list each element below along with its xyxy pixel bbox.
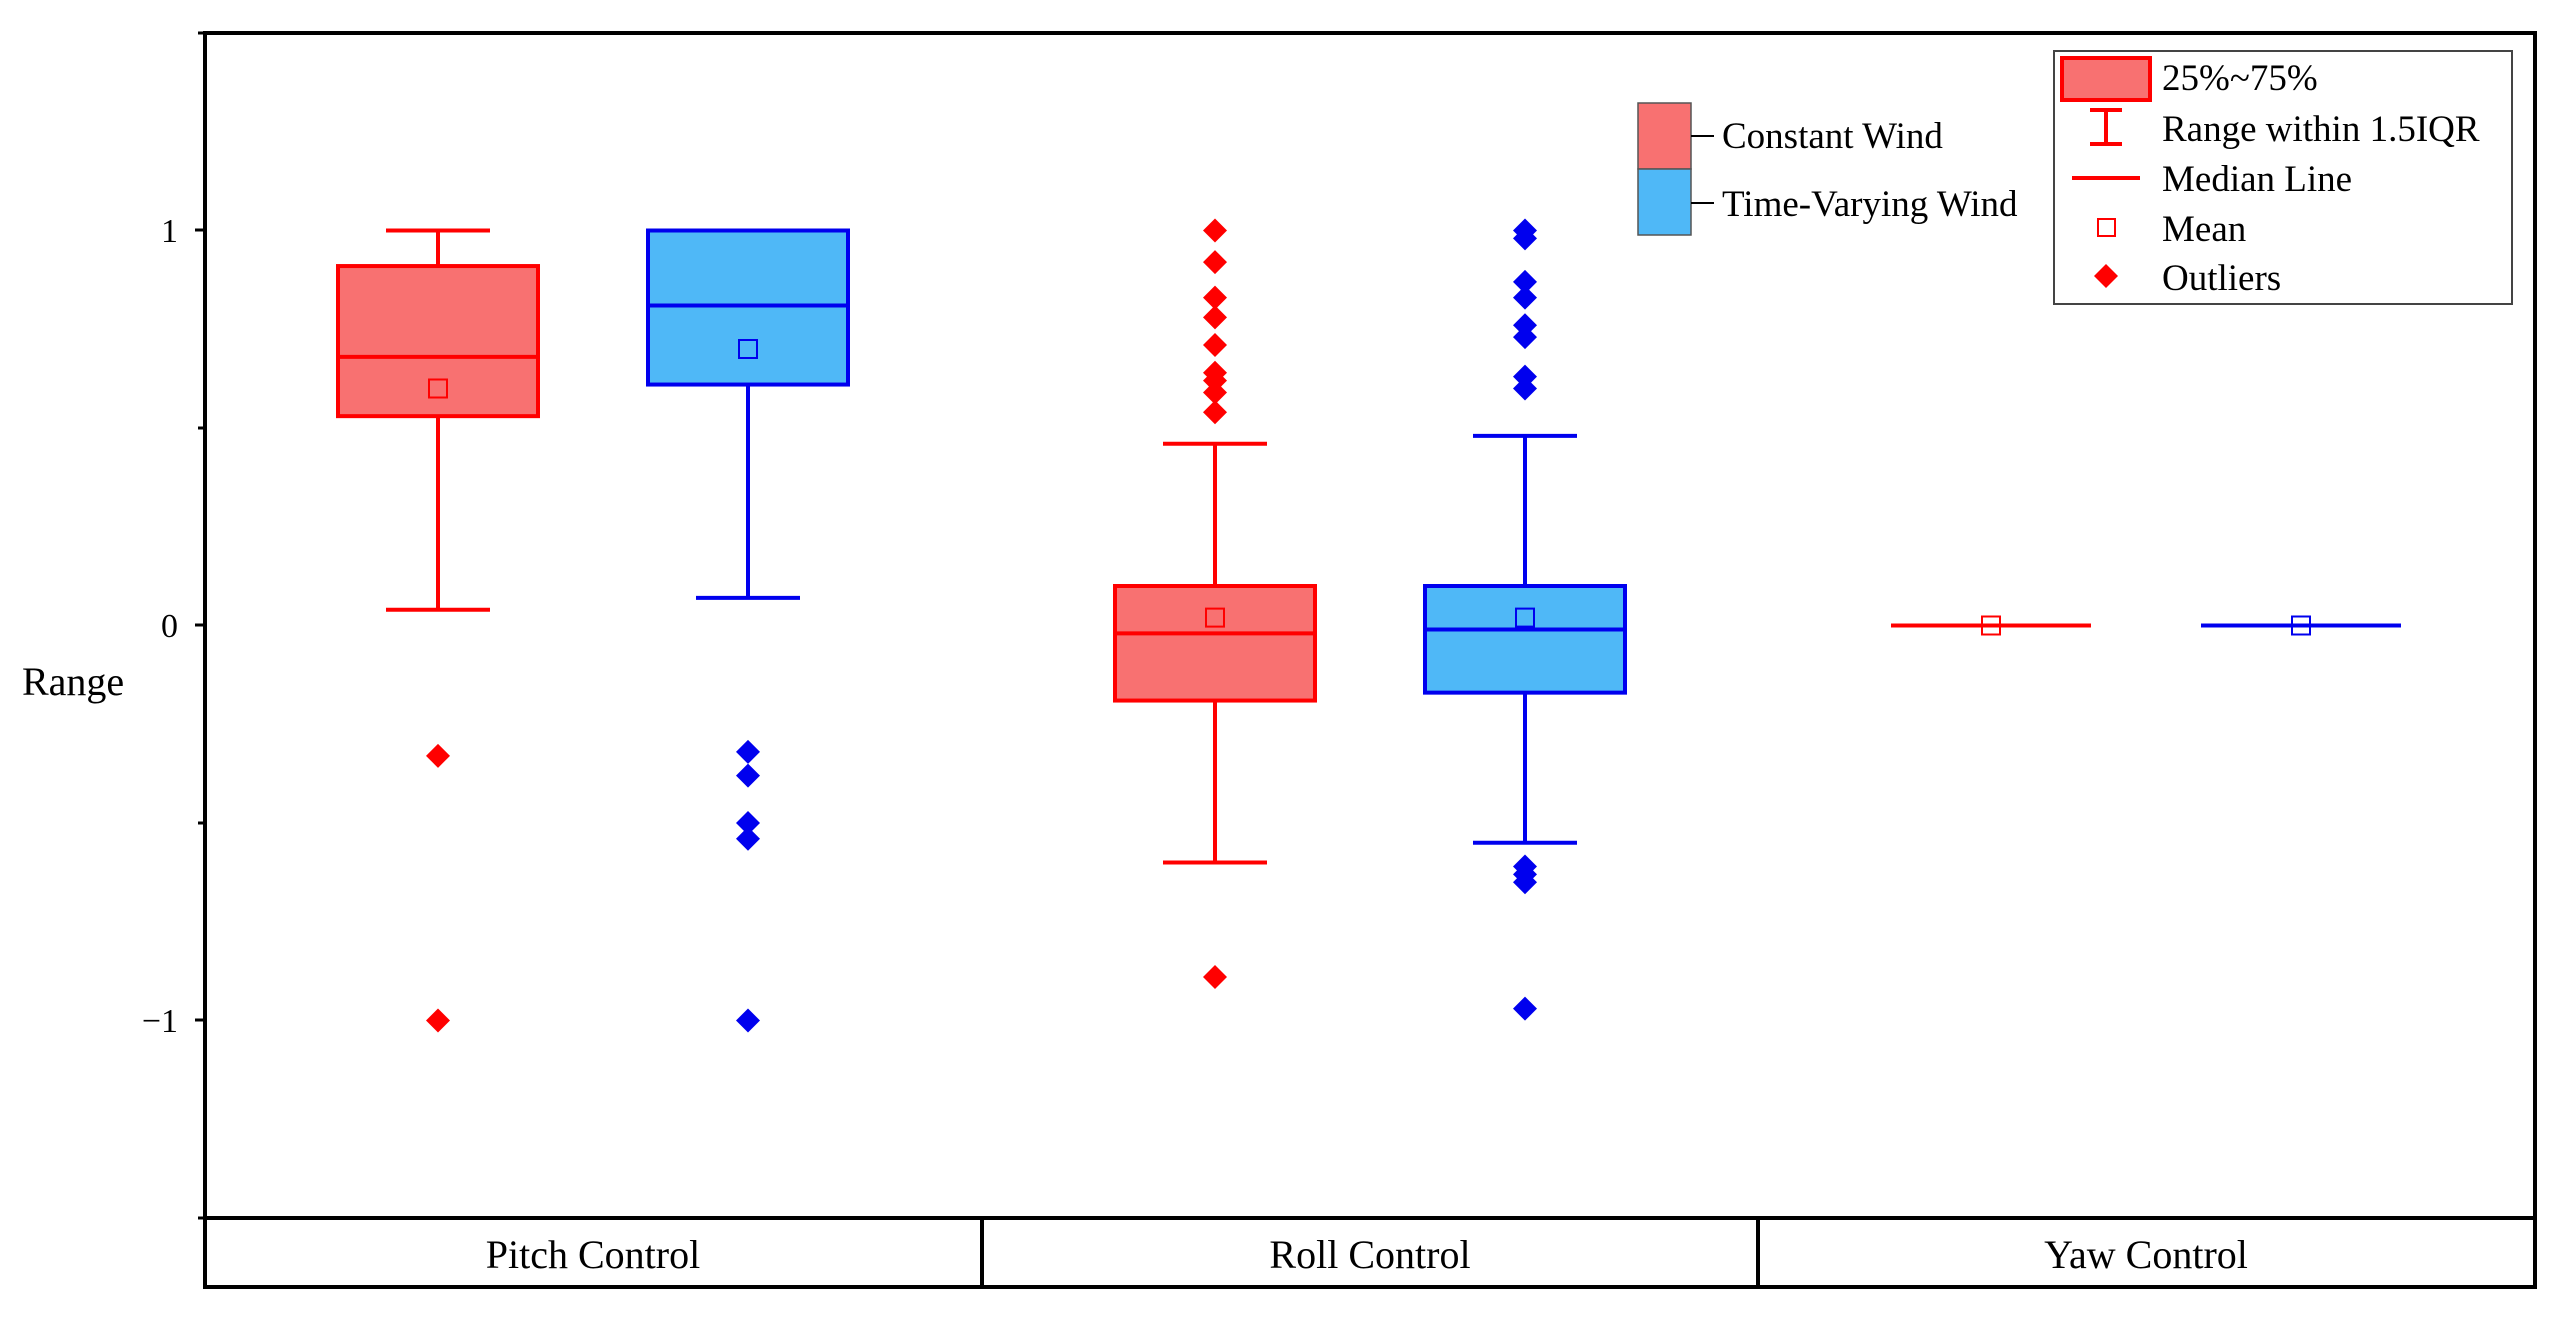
outlier-point-constant-wind-roll-control <box>1203 250 1227 275</box>
box-constant-wind-pitch-control <box>336 264 540 419</box>
category-band-frame <box>203 1216 2537 1289</box>
outlier-point-constant-wind-pitch-control <box>426 743 450 768</box>
outlier-point-time-varying-wind-roll-control <box>1513 226 1537 251</box>
outlier-point-time-varying-wind-roll-control <box>1513 325 1537 350</box>
mean-marker-constant-wind-pitch-control <box>428 378 448 399</box>
legend-whisker-symbol <box>2090 108 2122 146</box>
outlier-point-time-varying-wind-pitch-control <box>736 763 760 788</box>
legend-outlier-symbol <box>2094 264 2118 288</box>
y-axis-title: Range <box>22 659 124 704</box>
outlier-point-constant-wind-roll-control <box>1203 218 1227 243</box>
legend-label-outliers: Outliers <box>2162 258 2281 299</box>
legend-mean-symbol <box>2097 218 2116 237</box>
legend-label-median: Median Line <box>2162 159 2352 200</box>
legend-label-time-varying-wind: Time-Varying Wind <box>1722 184 2018 225</box>
legend-swatch-time-varying-wind <box>1637 168 1692 236</box>
legend-label-mean: Mean <box>2162 209 2246 250</box>
legend-label-range: Range within 1.5IQR <box>2162 109 2480 150</box>
outlier-point-constant-wind-roll-control <box>1203 400 1227 425</box>
outlier-point-time-varying-wind-roll-control <box>1513 269 1537 294</box>
legend-label-constant-wind: Constant Wind <box>1722 116 1943 157</box>
mean-marker-time-varying-wind-pitch-control <box>738 339 758 359</box>
mean-marker-constant-wind-yaw-control <box>1981 615 2001 636</box>
outlier-point-time-varying-wind-roll-control <box>1513 870 1537 895</box>
series-legend: Constant Wind Time-Varying Wind <box>1637 102 2018 236</box>
box-constant-wind-roll-control <box>1113 584 1317 703</box>
y-tick-label-0: 0 <box>161 608 178 645</box>
outlier-point-time-varying-wind-pitch-control <box>736 1008 760 1033</box>
outlier-point-constant-wind-roll-control <box>1203 285 1227 310</box>
mean-marker-time-varying-wind-yaw-control <box>2291 615 2311 636</box>
mean-marker-constant-wind-roll-control <box>1205 607 1225 628</box>
outlier-point-constant-wind-pitch-control <box>426 1008 450 1033</box>
outlier-point-time-varying-wind-pitch-control <box>736 826 760 851</box>
outlier-point-time-varying-wind-pitch-control <box>736 739 760 764</box>
outlier-point-constant-wind-roll-control <box>1203 333 1227 358</box>
legend-label-iqr: 25%~75% <box>2162 58 2318 99</box>
category-label-yaw: Yaw Control <box>2044 1232 2248 1277</box>
legend-swatch-constant-wind <box>1637 102 1692 170</box>
legend-box-symbol <box>2060 56 2152 102</box>
box-marks <box>336 218 2401 1033</box>
outlier-point-time-varying-wind-roll-control <box>1513 285 1537 310</box>
symbol-legend: 25%~75% Range within 1.5IQR Median Line … <box>2053 50 2513 305</box>
outlier-point-time-varying-wind-pitch-control <box>736 811 760 835</box>
outlier-point-time-varying-wind-roll-control <box>1513 376 1537 401</box>
outlier-point-constant-wind-roll-control <box>1203 380 1227 405</box>
y-tick-label-1: 1 <box>161 213 178 250</box>
box-time-varying-wind-roll-control <box>1423 584 1627 695</box>
outlier-point-time-varying-wind-roll-control <box>1513 996 1537 1021</box>
mean-marker-time-varying-wind-roll-control <box>1515 607 1535 628</box>
y-tick-label-neg1: −1 <box>142 1003 178 1040</box>
outlier-point-constant-wind-roll-control <box>1203 305 1227 330</box>
outlier-point-constant-wind-roll-control <box>1203 965 1227 990</box>
category-label-pitch: Pitch Control <box>486 1232 700 1277</box>
category-label-roll: Roll Control <box>1269 1232 1470 1277</box>
